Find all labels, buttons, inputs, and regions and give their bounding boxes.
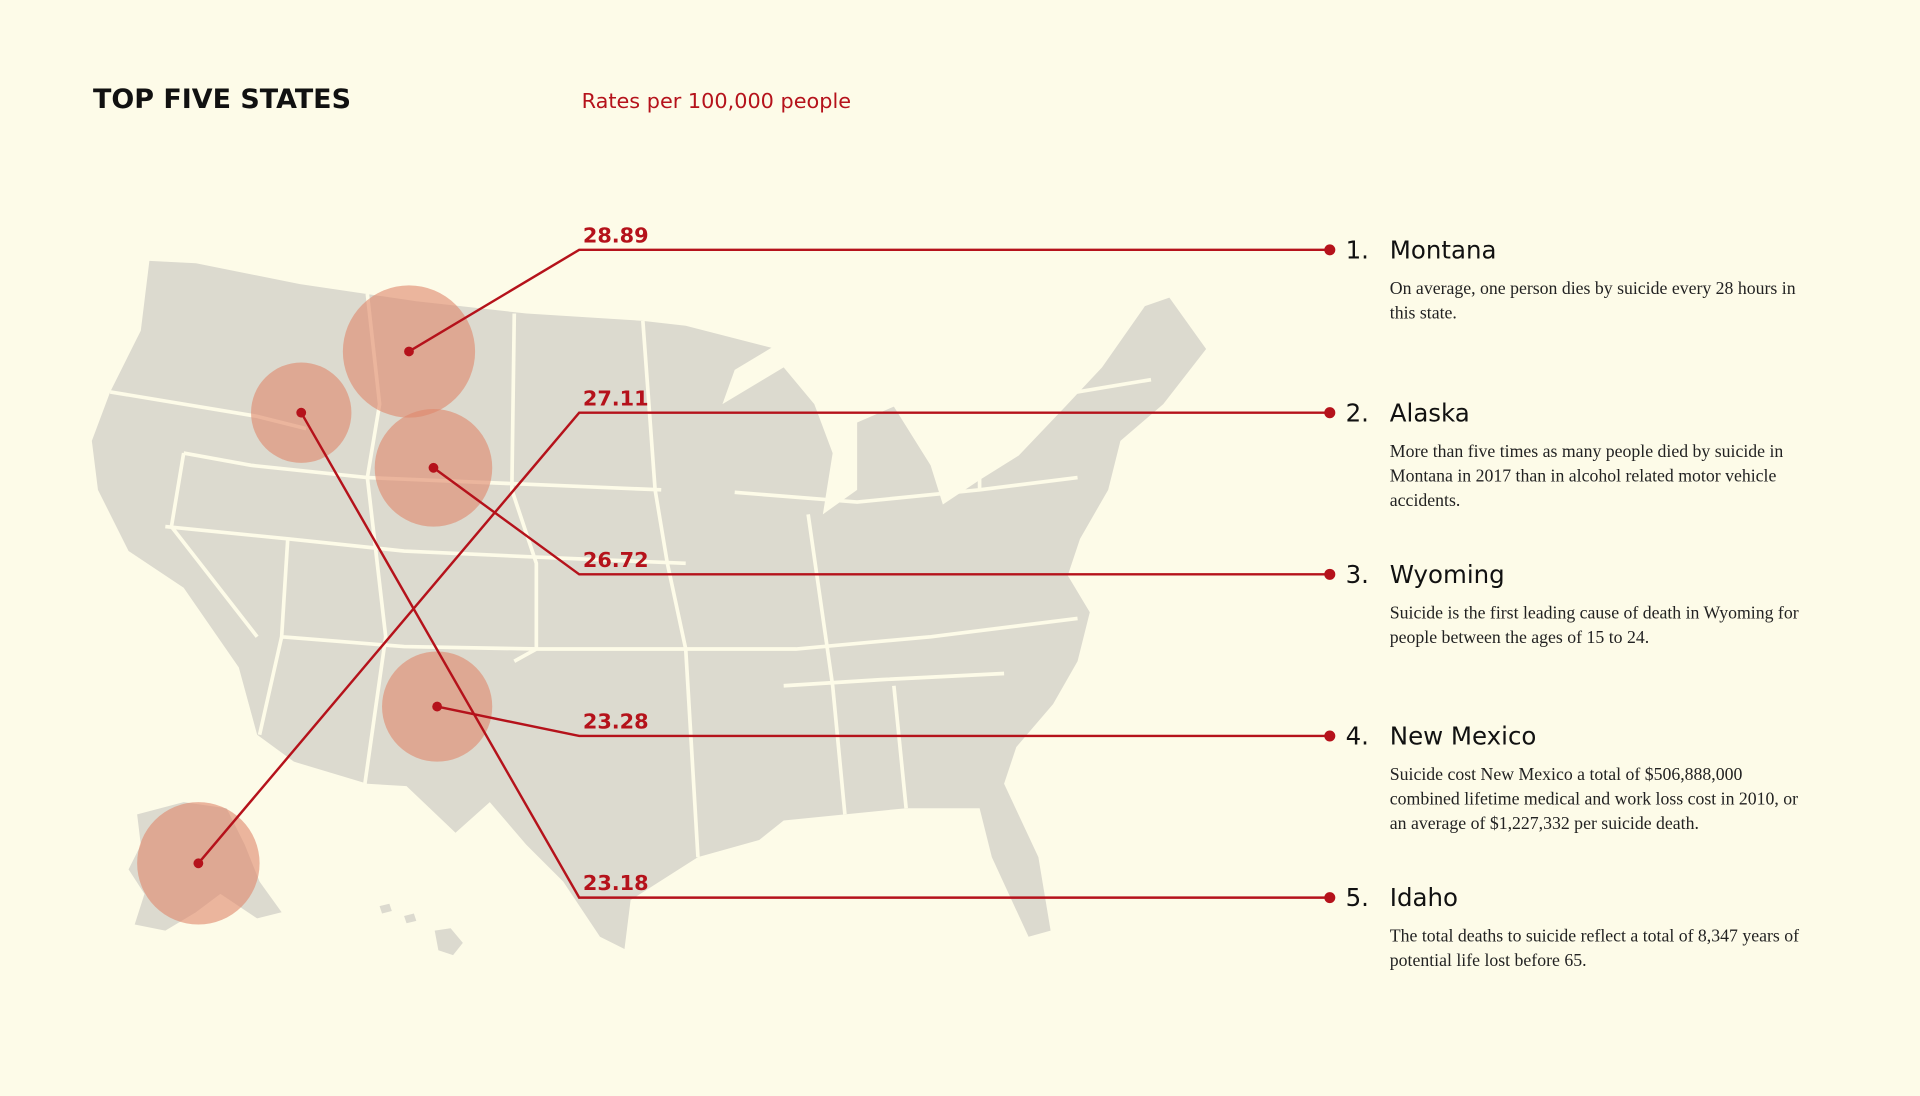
title: TOP FIVE STATES	[93, 84, 351, 115]
subtitle: Rates per 100,000 people	[582, 89, 851, 113]
rate-label: 23.18	[583, 871, 649, 895]
end-dot	[1324, 892, 1336, 904]
description-box: The total deaths to suicide reflect a to…	[1389, 926, 1800, 972]
rank: 3.	[1346, 560, 1369, 589]
description: The total deaths to suicide reflect a to…	[1389, 926, 1800, 972]
rate-label: 27.11	[583, 386, 649, 410]
overlay: 28.89 1. Montana On average, one person die…	[137, 223, 1800, 972]
end-dot	[1324, 730, 1336, 742]
leader-line	[197, 411, 1330, 865]
state-dot	[432, 701, 443, 712]
leader-lines	[193, 244, 1336, 904]
continental-us	[91, 260, 1207, 950]
leader-line	[408, 248, 1330, 353]
state-name: Montana	[1390, 235, 1497, 264]
state-name: New Mexico	[1390, 722, 1537, 751]
leader-line	[432, 466, 1330, 576]
rate-label: 28.89	[583, 223, 649, 247]
description-box: Suicide is the first leading cause of de…	[1389, 603, 1799, 648]
state-dot	[193, 858, 204, 869]
state-name: Wyoming	[1390, 560, 1505, 589]
state-dot	[404, 346, 414, 357]
end-dot	[1324, 244, 1336, 256]
state-name: Idaho	[1390, 883, 1458, 912]
description: On average, one person dies by suicide e…	[1389, 279, 1796, 324]
rank: 2.	[1346, 398, 1369, 427]
description-box: Suicide cost New Mexico a total of $506,…	[1389, 765, 1799, 834]
description: Suicide cost New Mexico a total of $506,…	[1389, 765, 1799, 834]
description: Suicide is the first leading cause of de…	[1389, 603, 1799, 648]
leader-line	[436, 705, 1330, 738]
rank: 4.	[1346, 722, 1369, 751]
leader-line	[300, 412, 1330, 899]
description: More than five times as many people died…	[1389, 442, 1784, 511]
description-box: More than five times as many people died…	[1389, 442, 1784, 511]
rank: 5.	[1346, 883, 1369, 912]
rate-label: 26.72	[583, 548, 649, 572]
state-dot	[296, 407, 307, 418]
hawaii	[379, 903, 463, 956]
rank: 1.	[1346, 235, 1369, 264]
state-dot	[428, 462, 439, 473]
end-dot	[1324, 407, 1336, 419]
state-name: Alaska	[1390, 398, 1470, 427]
end-dot	[1324, 568, 1336, 580]
rate-label: 23.28	[583, 710, 649, 734]
description-box: On average, one person dies by suicide e…	[1389, 279, 1796, 324]
